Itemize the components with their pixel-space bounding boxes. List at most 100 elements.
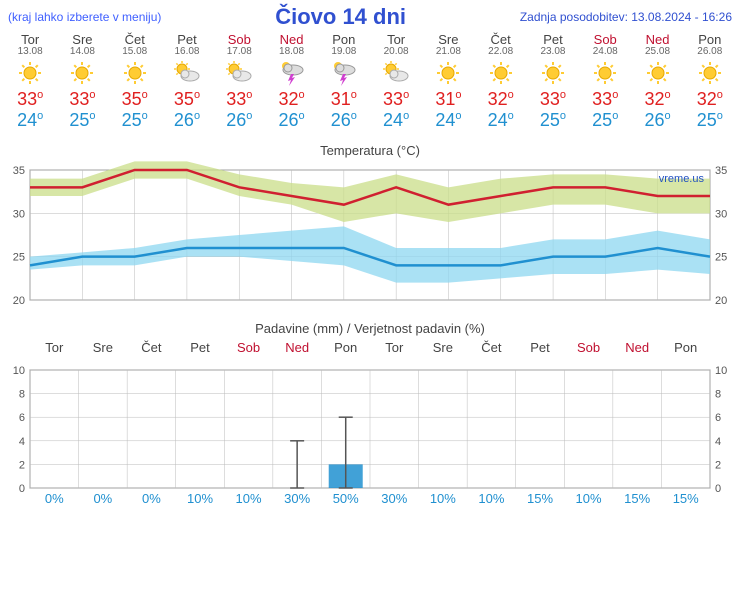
day-date: 20.08 — [370, 46, 422, 57]
svg-text:15%: 15% — [527, 491, 553, 506]
low-temp: 24o — [475, 110, 527, 131]
svg-text:0%: 0% — [93, 491, 112, 506]
weather-icon — [318, 59, 370, 87]
svg-text:6: 6 — [19, 412, 25, 424]
svg-text:8: 8 — [19, 389, 25, 401]
low-temp: 25o — [109, 110, 161, 131]
svg-text:vreme.us: vreme.us — [659, 173, 705, 185]
day-col: Pon26.0832o25o — [684, 32, 736, 131]
svg-text:Ned: Ned — [285, 340, 309, 355]
weather-icon — [4, 59, 56, 87]
svg-text:Pet: Pet — [190, 340, 210, 355]
low-temp: 25o — [527, 110, 579, 131]
high-temp: 31o — [318, 89, 370, 110]
weather-icon — [684, 59, 736, 87]
svg-text:30%: 30% — [381, 491, 407, 506]
svg-text:2: 2 — [19, 459, 25, 471]
svg-text:0: 0 — [19, 483, 25, 495]
low-temp: 25o — [684, 110, 736, 131]
svg-text:30: 30 — [13, 208, 25, 220]
svg-text:10: 10 — [715, 365, 727, 377]
precip-chart-title: Padavine (mm) / Verjetnost padavin (%) — [0, 321, 740, 336]
svg-text:Čet: Čet — [481, 340, 502, 355]
temp-chart-title: Temperatura (°C) — [0, 143, 740, 158]
low-temp: 26o — [213, 110, 265, 131]
weather-icon — [527, 59, 579, 87]
svg-text:20: 20 — [715, 295, 727, 307]
day-name: Čet — [475, 32, 527, 47]
day-col: Sob24.0833o25o — [579, 32, 631, 131]
low-temp: 24o — [4, 110, 56, 131]
last-update: Zadnja posodobitev: 13.08.2024 - 16:26 — [520, 10, 732, 24]
day-date: 26.08 — [684, 46, 736, 57]
day-name: Čet — [109, 32, 161, 47]
svg-text:25: 25 — [715, 252, 727, 264]
svg-text:10%: 10% — [478, 491, 504, 506]
day-col: Sre14.0833o25o — [56, 32, 108, 131]
day-col: Sre21.0831o24o — [422, 32, 474, 131]
svg-text:10%: 10% — [576, 491, 602, 506]
high-temp: 33o — [579, 89, 631, 110]
day-name: Ned — [631, 32, 683, 47]
high-temp: 32o — [475, 89, 527, 110]
svg-text:0: 0 — [715, 483, 721, 495]
svg-text:35: 35 — [715, 165, 727, 177]
day-date: 22.08 — [475, 46, 527, 57]
svg-text:Sob: Sob — [237, 340, 260, 355]
svg-text:10: 10 — [13, 365, 25, 377]
menu-hint[interactable]: (kraj lahko izberete v meniju) — [8, 10, 161, 24]
svg-text:Čet: Čet — [141, 340, 162, 355]
day-date: 25.08 — [631, 46, 683, 57]
day-date: 15.08 — [109, 46, 161, 57]
day-col: Pet16.0835o26o — [161, 32, 213, 131]
svg-text:4: 4 — [715, 436, 721, 448]
svg-text:25: 25 — [13, 252, 25, 264]
low-temp: 24o — [370, 110, 422, 131]
svg-text:10%: 10% — [236, 491, 262, 506]
svg-text:Pet: Pet — [530, 340, 550, 355]
precipitation-chart: TorSreČetPetSobNedPonTorSreČetPetSobNedP… — [0, 338, 740, 513]
day-date: 23.08 — [527, 46, 579, 57]
svg-text:50%: 50% — [333, 491, 359, 506]
svg-text:15%: 15% — [624, 491, 650, 506]
svg-text:Tor: Tor — [385, 340, 404, 355]
day-name: Pet — [527, 32, 579, 47]
svg-text:Tor: Tor — [45, 340, 64, 355]
weather-icon — [213, 59, 265, 87]
svg-text:Ned: Ned — [625, 340, 649, 355]
high-temp: 31o — [422, 89, 474, 110]
svg-text:15%: 15% — [673, 491, 699, 506]
low-temp: 26o — [161, 110, 213, 131]
svg-text:Pon: Pon — [674, 340, 697, 355]
svg-text:2: 2 — [715, 459, 721, 471]
weather-icon — [109, 59, 161, 87]
day-date: 18.08 — [265, 46, 317, 57]
weather-icon — [475, 59, 527, 87]
svg-text:Sre: Sre — [93, 340, 113, 355]
svg-text:30: 30 — [715, 208, 727, 220]
svg-text:4: 4 — [19, 436, 25, 448]
day-date: 24.08 — [579, 46, 631, 57]
weather-icon — [161, 59, 213, 87]
svg-text:Pon: Pon — [334, 340, 357, 355]
day-col: Čet15.0835o25o — [109, 32, 161, 131]
high-temp: 33o — [213, 89, 265, 110]
weather-icon — [56, 59, 108, 87]
day-col: Tor20.08 33o24o — [370, 32, 422, 131]
day-col: Čet22.08 32o24o — [475, 32, 527, 131]
day-name: Tor — [370, 32, 422, 47]
low-temp: 25o — [579, 110, 631, 131]
svg-text:35: 35 — [13, 165, 25, 177]
svg-text:Sre: Sre — [433, 340, 453, 355]
day-name: Ned — [265, 32, 317, 47]
day-name: Sre — [56, 32, 108, 47]
day-name: Tor — [4, 32, 56, 47]
high-temp: 33o — [370, 89, 422, 110]
day-name: Pet — [161, 32, 213, 47]
day-name: Pon — [684, 32, 736, 47]
day-name: Sob — [213, 32, 265, 47]
svg-text:0%: 0% — [142, 491, 161, 506]
svg-text:30%: 30% — [284, 491, 310, 506]
weather-icon — [579, 59, 631, 87]
high-temp: 32o — [631, 89, 683, 110]
